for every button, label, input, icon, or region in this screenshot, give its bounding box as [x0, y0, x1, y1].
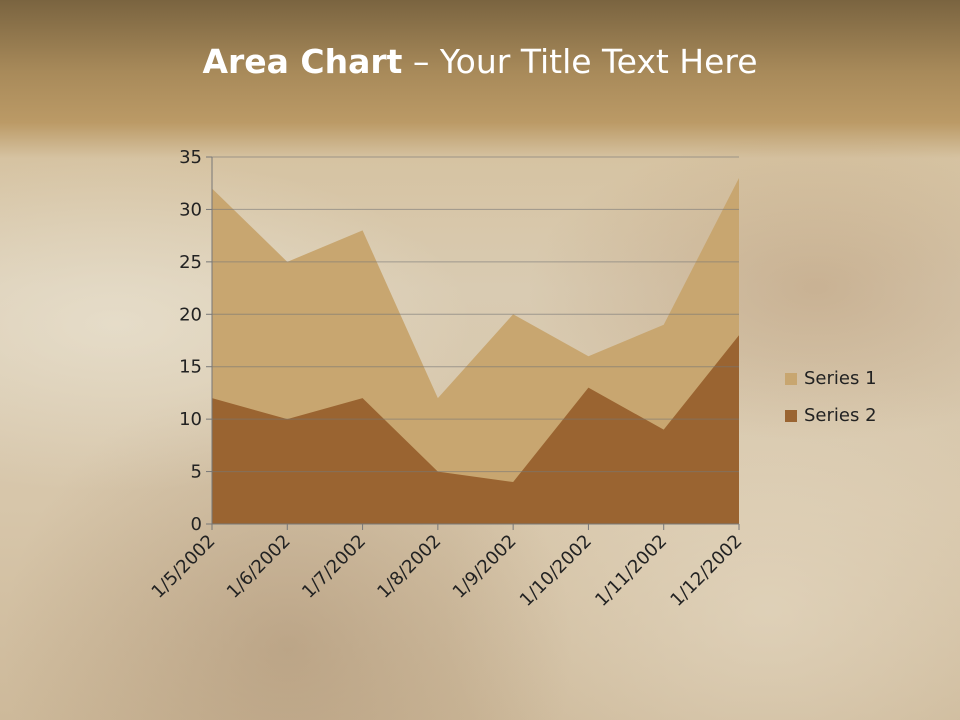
- x-tick-label: 1/7/2002: [298, 531, 370, 603]
- legend-label: Series 2: [804, 405, 877, 426]
- area-series-2: [212, 335, 739, 524]
- x-tick-label: 1/5/2002: [148, 531, 220, 603]
- slide-title: Area Chart – Your Title Text Here: [202, 42, 758, 81]
- x-tick-label: 1/9/2002: [449, 531, 521, 603]
- x-tick-label: 1/11/2002: [591, 531, 671, 611]
- y-tick-label: 10: [179, 409, 202, 430]
- y-tick-label: 20: [179, 304, 202, 325]
- x-tick-label: 1/8/2002: [373, 531, 445, 603]
- x-tick-label: 1/6/2002: [223, 531, 295, 603]
- legend-swatch: [785, 372, 797, 385]
- legend-item: Series 1: [785, 360, 877, 397]
- y-tick-label: 35: [179, 147, 202, 168]
- y-tick-label: 30: [179, 199, 202, 220]
- y-tick-label: 25: [179, 252, 202, 273]
- legend-item: Series 2: [785, 397, 877, 434]
- y-tick-label: 0: [191, 514, 202, 535]
- x-tick-label: 1/12/2002: [666, 531, 746, 611]
- y-tick-label: 15: [179, 357, 202, 378]
- legend-swatch: [785, 409, 797, 422]
- y-tick-label: 5: [191, 462, 202, 483]
- legend-label: Series 1: [804, 368, 877, 389]
- legend: Series 1 Series 2: [785, 360, 877, 434]
- x-tick-label: 1/10/2002: [516, 531, 596, 611]
